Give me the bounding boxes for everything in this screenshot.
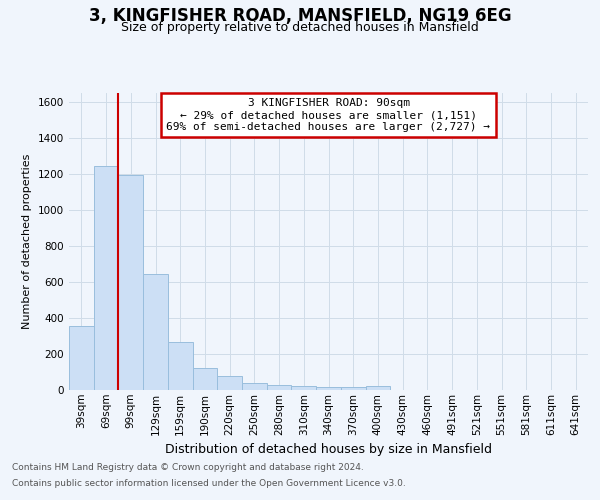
- Text: Contains HM Land Registry data © Crown copyright and database right 2024.: Contains HM Land Registry data © Crown c…: [12, 462, 364, 471]
- Bar: [94, 166, 118, 390]
- Bar: [118, 176, 143, 390]
- Text: 3, KINGFISHER ROAD, MANSFIELD, NG19 6EG: 3, KINGFISHER ROAD, MANSFIELD, NG19 6EG: [89, 8, 511, 26]
- Bar: [168, 342, 193, 390]
- Bar: [69, 326, 94, 390]
- X-axis label: Distribution of detached houses by size in Mansfield: Distribution of detached houses by size …: [165, 443, 492, 456]
- Bar: [193, 368, 217, 390]
- Text: Size of property relative to detached houses in Mansfield: Size of property relative to detached ho…: [121, 21, 479, 34]
- Text: 3 KINGFISHER ROAD: 90sqm
← 29% of detached houses are smaller (1,151)
69% of sem: 3 KINGFISHER ROAD: 90sqm ← 29% of detach…: [167, 98, 491, 132]
- Bar: [365, 386, 390, 390]
- Y-axis label: Number of detached properties: Number of detached properties: [22, 154, 32, 329]
- Bar: [316, 387, 341, 390]
- Text: Contains public sector information licensed under the Open Government Licence v3: Contains public sector information licen…: [12, 479, 406, 488]
- Bar: [242, 383, 267, 390]
- Bar: [217, 376, 242, 390]
- Bar: [143, 274, 168, 390]
- Bar: [267, 386, 292, 390]
- Bar: [341, 388, 365, 390]
- Bar: [292, 386, 316, 390]
